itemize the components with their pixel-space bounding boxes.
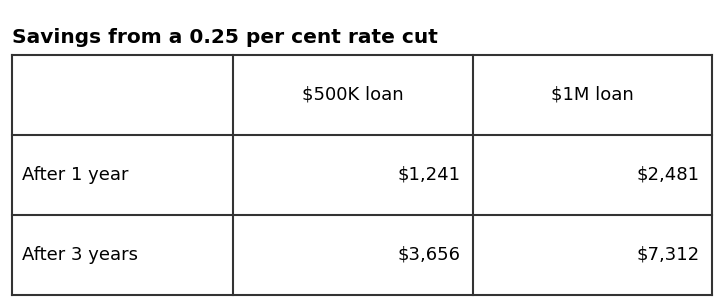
Text: $2,481: $2,481 (637, 166, 700, 184)
Text: $1M loan: $1M loan (551, 86, 634, 104)
Text: $1,241: $1,241 (397, 166, 460, 184)
Text: Savings from a 0.25 per cent rate cut: Savings from a 0.25 per cent rate cut (12, 28, 438, 47)
Text: $3,656: $3,656 (397, 246, 460, 264)
Text: $7,312: $7,312 (637, 246, 700, 264)
Text: After 1 year: After 1 year (22, 166, 128, 184)
Text: After 3 years: After 3 years (22, 246, 138, 264)
Text: $500K loan: $500K loan (302, 86, 403, 104)
